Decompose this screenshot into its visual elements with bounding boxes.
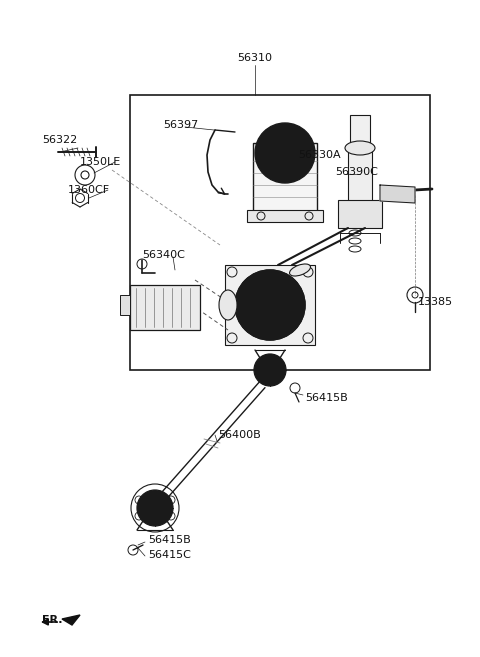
Polygon shape [62, 615, 80, 625]
Text: 56400B: 56400B [218, 430, 261, 440]
Bar [350, 115, 370, 150]
Text: 56415B: 56415B [305, 393, 348, 403]
Text: 1360CF: 1360CF [68, 185, 110, 195]
Bar [253, 143, 317, 215]
Circle shape [235, 270, 305, 340]
Text: 56397: 56397 [163, 120, 198, 130]
Bar [130, 95, 430, 370]
Text: 56310: 56310 [238, 53, 273, 63]
Text: 56330A: 56330A [298, 150, 341, 160]
Text: 56390C: 56390C [335, 167, 378, 177]
Bar [130, 285, 200, 330]
Circle shape [255, 123, 315, 183]
Text: 56415C: 56415C [148, 550, 191, 560]
Circle shape [264, 364, 276, 376]
Ellipse shape [289, 264, 311, 276]
Circle shape [137, 490, 173, 526]
Text: 56322: 56322 [42, 135, 77, 145]
Text: 13385: 13385 [418, 297, 453, 307]
Circle shape [264, 299, 276, 311]
Text: FR.: FR. [42, 615, 62, 625]
Bar [120, 295, 130, 315]
Ellipse shape [219, 290, 237, 320]
Circle shape [280, 148, 290, 158]
Bar [348, 150, 372, 205]
Bar [338, 200, 382, 228]
Circle shape [252, 287, 288, 323]
Circle shape [254, 354, 286, 386]
Text: 1350LE: 1350LE [80, 157, 121, 167]
Ellipse shape [345, 141, 375, 155]
Text: 56340C: 56340C [142, 250, 185, 260]
Bar [225, 265, 315, 345]
Polygon shape [380, 185, 415, 203]
Text: 56415B: 56415B [148, 535, 191, 545]
Bar [247, 210, 323, 222]
Circle shape [272, 140, 298, 166]
Circle shape [148, 501, 162, 515]
